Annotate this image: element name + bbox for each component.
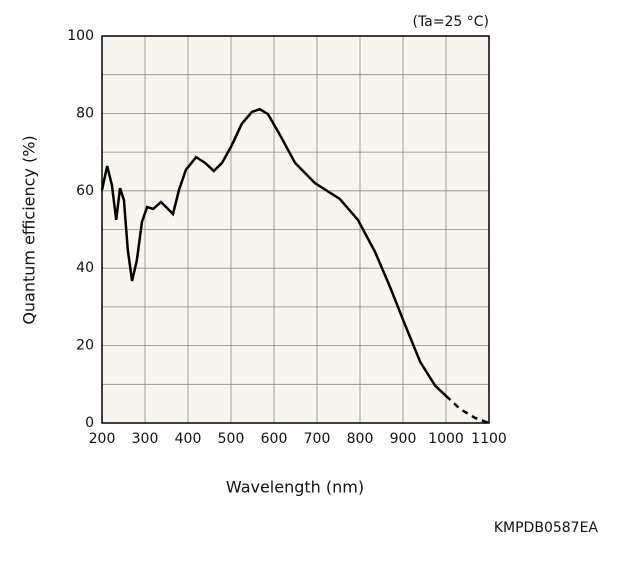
x-tick-label: 700 [304, 431, 331, 447]
y-tick-label: 100 [67, 28, 94, 44]
x-tick-label: 900 [390, 431, 417, 447]
y-tick-label: 60 [76, 183, 94, 199]
x-tick-label: 800 [347, 431, 374, 447]
x-tick-label: 500 [218, 431, 245, 447]
y-tick-label: 40 [76, 260, 94, 276]
x-tick-label: 200 [89, 431, 116, 447]
x-tick-label: 300 [132, 431, 159, 447]
y-axis-label: Quantum efficiency (%) [20, 135, 39, 324]
annotation: (Ta=25 °C) [412, 14, 489, 30]
footer: KMPDB0587EA [494, 520, 599, 536]
data-line [445, 394, 490, 425]
x-tick-label: 1000 [428, 431, 464, 447]
y-tick-label: 20 [76, 338, 94, 354]
y-tick-label: 0 [85, 415, 94, 431]
x-axis-label: Wavelength (nm) [226, 478, 364, 497]
x-tick-label: 600 [261, 431, 288, 447]
plot-frame [101, 35, 490, 424]
data-line [100, 107, 447, 397]
y-tick-label: 80 [76, 105, 94, 121]
x-tick-label: 1100 [471, 431, 507, 447]
x-tick-label: 400 [175, 431, 202, 447]
